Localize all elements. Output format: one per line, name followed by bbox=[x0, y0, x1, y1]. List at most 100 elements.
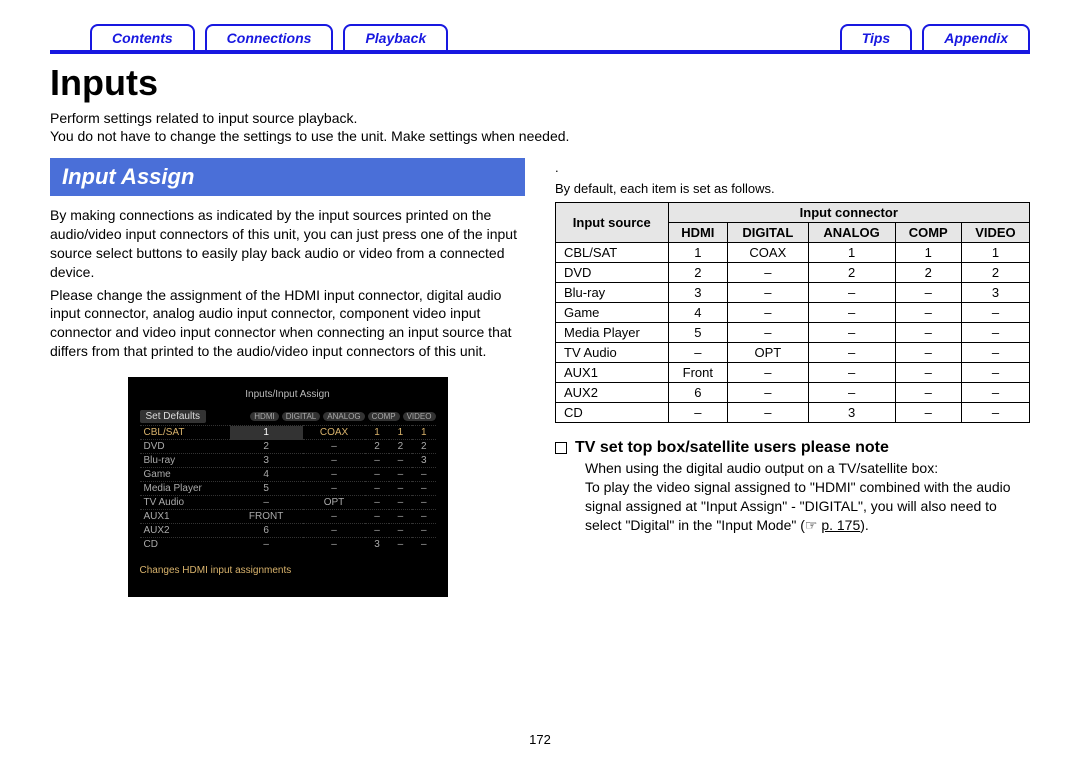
table-row: TV Audio–OPT––– bbox=[556, 343, 1030, 363]
tab-tips[interactable]: Tips bbox=[840, 24, 913, 50]
osd-pill: DIGITAL bbox=[282, 412, 321, 421]
cell-source: CD bbox=[556, 403, 669, 423]
cell-source: TV Audio bbox=[556, 343, 669, 363]
tab-appendix[interactable]: Appendix bbox=[922, 24, 1030, 50]
cell-value: – bbox=[895, 303, 961, 323]
th-video: VIDEO bbox=[961, 223, 1029, 243]
cell-value: – bbox=[728, 263, 809, 283]
th-digital: DIGITAL bbox=[728, 223, 809, 243]
checkbox-icon bbox=[555, 442, 567, 454]
cell-value: 3 bbox=[668, 283, 727, 303]
osd-pill: COMP bbox=[368, 412, 400, 421]
tab-contents[interactable]: Contents bbox=[90, 24, 195, 50]
cell-value: 2 bbox=[808, 263, 895, 283]
cell-value: – bbox=[895, 323, 961, 343]
tab-underline bbox=[50, 50, 1030, 54]
cell-source: Media Player bbox=[556, 323, 669, 343]
osd-set-defaults: Set Defaults bbox=[140, 410, 206, 423]
osd-pill: ANALOG bbox=[323, 412, 364, 421]
cell-value: – bbox=[961, 343, 1029, 363]
cell-value: – bbox=[961, 363, 1029, 383]
cell-value: 2 bbox=[668, 263, 727, 283]
cell-value: – bbox=[808, 323, 895, 343]
table-row: Media Player5–––– bbox=[556, 323, 1030, 343]
cell-value: – bbox=[668, 343, 727, 363]
table-row: Blu-ray3–––3 bbox=[556, 283, 1030, 303]
cell-value: – bbox=[961, 303, 1029, 323]
cell-value: – bbox=[895, 383, 961, 403]
page-number: 172 bbox=[0, 732, 1080, 747]
osd-pill: HDMI bbox=[250, 412, 278, 421]
cell-value: – bbox=[728, 383, 809, 403]
note-line-2: To play the video signal assigned to "HD… bbox=[585, 478, 1030, 535]
th-input-source: Input source bbox=[556, 203, 669, 243]
cell-value: 1 bbox=[895, 243, 961, 263]
note-title: TV set top box/satellite users please no… bbox=[575, 439, 889, 457]
osd-title: Inputs/Input Assign bbox=[140, 389, 436, 400]
th-input-connector: Input connector bbox=[668, 203, 1029, 223]
tab-connections[interactable]: Connections bbox=[205, 24, 334, 50]
cell-value: 3 bbox=[961, 283, 1029, 303]
note-after: ). bbox=[860, 517, 869, 533]
note-body: When using the digital audio output on a… bbox=[555, 459, 1030, 535]
osd-screenshot: Inputs/Input Assign Set Defaults HDMI DI… bbox=[128, 377, 448, 597]
intro-line-1: Perform settings related to input source… bbox=[50, 110, 1030, 126]
cell-value: 5 bbox=[668, 323, 727, 343]
cell-value: – bbox=[808, 383, 895, 403]
table-row: DVD2–222 bbox=[556, 263, 1030, 283]
tab-bar: Contents Connections Playback Tips Appen… bbox=[50, 24, 1030, 50]
cell-source: AUX2 bbox=[556, 383, 669, 403]
cell-value: 2 bbox=[961, 263, 1029, 283]
table-row: CD––3–– bbox=[556, 403, 1030, 423]
tab-spacer bbox=[458, 42, 830, 50]
osd-footer: Changes HDMI input assignments bbox=[140, 565, 436, 576]
cell-value: 3 bbox=[808, 403, 895, 423]
cell-value: Front bbox=[668, 363, 727, 383]
osd-table: CBL/SAT1COAX111DVD2–222Blu-ray3–––3Game4… bbox=[140, 425, 436, 551]
cell-source: Blu-ray bbox=[556, 283, 669, 303]
cell-value: COAX bbox=[728, 243, 809, 263]
table-row: AUX1Front–––– bbox=[556, 363, 1030, 383]
cell-value: – bbox=[728, 323, 809, 343]
cell-value: 1 bbox=[668, 243, 727, 263]
tab-playback[interactable]: Playback bbox=[343, 24, 448, 50]
note-line-1: When using the digital audio output on a… bbox=[585, 459, 1030, 478]
cell-value: – bbox=[728, 303, 809, 323]
cell-value: – bbox=[895, 363, 961, 383]
table-row: CBL/SAT1COAX111 bbox=[556, 243, 1030, 263]
cell-value: – bbox=[728, 283, 809, 303]
cell-value: 1 bbox=[961, 243, 1029, 263]
th-hdmi: HDMI bbox=[668, 223, 727, 243]
cell-value: – bbox=[808, 283, 895, 303]
cell-value: 1 bbox=[808, 243, 895, 263]
note-heading: TV set top box/satellite users please no… bbox=[555, 439, 1030, 457]
osd-pill: VIDEO bbox=[403, 412, 436, 421]
cell-source: AUX1 bbox=[556, 363, 669, 383]
cell-value: 4 bbox=[668, 303, 727, 323]
assign-tbody: CBL/SAT1COAX111DVD2–222Blu-ray3–––3Game4… bbox=[556, 243, 1030, 423]
cell-value: 6 bbox=[668, 383, 727, 403]
cell-value: – bbox=[961, 323, 1029, 343]
cell-source: CBL/SAT bbox=[556, 243, 669, 263]
cell-value: – bbox=[728, 403, 809, 423]
section-heading: Input Assign bbox=[50, 158, 525, 196]
left-para-1: By making connections as indicated by th… bbox=[50, 206, 525, 282]
page-link[interactable]: p. 175 bbox=[821, 517, 860, 533]
cell-value: – bbox=[808, 363, 895, 383]
cell-value: – bbox=[808, 343, 895, 363]
intro-line-2: You do not have to change the settings t… bbox=[50, 128, 1030, 144]
cell-source: Game bbox=[556, 303, 669, 323]
table-row: Game4–––– bbox=[556, 303, 1030, 323]
cell-value: – bbox=[728, 363, 809, 383]
left-para-2: Please change the assignment of the HDMI… bbox=[50, 286, 525, 362]
cell-value: – bbox=[895, 343, 961, 363]
cell-value: – bbox=[808, 303, 895, 323]
cell-value: 2 bbox=[895, 263, 961, 283]
note-text: To play the video signal assigned to "HD… bbox=[585, 479, 1011, 533]
cell-value: – bbox=[895, 403, 961, 423]
input-assign-table: Input source Input connector HDMI DIGITA… bbox=[555, 202, 1030, 423]
table-row: AUX26–––– bbox=[556, 383, 1030, 403]
cell-value: – bbox=[895, 283, 961, 303]
right-intro: By default, each item is set as follows. bbox=[555, 181, 1030, 196]
cell-value: – bbox=[668, 403, 727, 423]
